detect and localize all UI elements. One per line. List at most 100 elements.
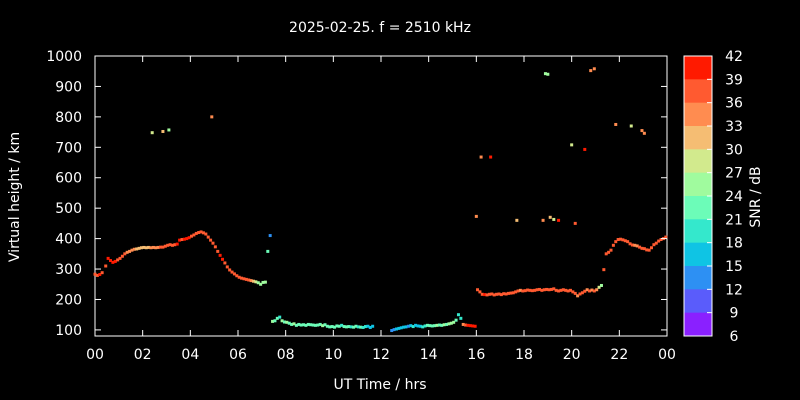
data-point <box>474 214 478 218</box>
data-point <box>371 324 375 328</box>
data-point <box>192 233 196 237</box>
data-point <box>173 243 177 247</box>
data-point <box>561 288 565 292</box>
data-point <box>530 289 534 293</box>
data-point <box>249 279 253 283</box>
data-point <box>167 128 171 132</box>
data-point <box>182 237 186 241</box>
data-point <box>540 288 544 292</box>
colorbar-tick-label: 21 <box>725 212 743 228</box>
data-point <box>478 290 482 294</box>
data-point <box>592 67 596 71</box>
data-point <box>168 243 172 247</box>
data-point <box>185 237 189 241</box>
data-point <box>240 276 244 280</box>
data-point <box>642 247 646 251</box>
data-point <box>464 323 468 327</box>
data-point <box>552 287 556 291</box>
data-point <box>570 143 574 147</box>
data-point <box>652 243 656 247</box>
data-point <box>607 250 611 254</box>
x-tick-label: 18 <box>515 347 533 363</box>
data-point <box>523 289 527 293</box>
data-point <box>595 288 599 292</box>
colorbar-band <box>684 149 712 174</box>
data-point <box>175 242 179 246</box>
data-point <box>664 235 668 239</box>
x-tick-label: 00 <box>86 347 104 363</box>
data-point <box>108 259 112 263</box>
colorbar-tick-label: 33 <box>725 119 743 135</box>
x-tick-label: 08 <box>277 347 295 363</box>
data-point <box>480 292 484 296</box>
data-point <box>440 323 444 327</box>
data-point <box>251 279 255 283</box>
data-point <box>590 288 594 292</box>
data-point <box>271 319 275 323</box>
data-point <box>609 248 613 252</box>
data-point <box>261 280 265 284</box>
data-point <box>404 325 408 329</box>
data-point <box>139 246 143 250</box>
data-point <box>583 147 587 151</box>
x-tick-label: 12 <box>372 347 390 363</box>
data-point <box>547 288 551 292</box>
data-point <box>497 292 501 296</box>
data-point <box>657 239 661 243</box>
data-point <box>364 325 368 329</box>
data-point <box>633 243 637 247</box>
data-point <box>268 234 272 238</box>
data-point <box>368 325 372 329</box>
data-point <box>504 292 508 296</box>
data-point <box>337 324 341 328</box>
data-point <box>416 324 420 328</box>
data-point <box>392 328 396 332</box>
data-point <box>435 323 439 327</box>
data-point <box>95 273 99 277</box>
data-point <box>626 240 630 244</box>
data-point <box>623 239 627 243</box>
data-point <box>514 290 518 294</box>
data-point <box>230 270 234 274</box>
data-point <box>235 274 239 278</box>
data-point <box>318 322 322 326</box>
data-point <box>147 245 151 249</box>
data-point <box>116 258 120 262</box>
data-point <box>642 131 646 135</box>
data-point <box>635 244 639 248</box>
data-point <box>564 288 568 292</box>
data-point <box>111 260 115 264</box>
x-tick-label: 02 <box>134 347 152 363</box>
data-point <box>602 268 606 272</box>
data-point <box>476 288 480 292</box>
data-point <box>583 289 587 293</box>
data-point <box>638 245 642 249</box>
data-point <box>515 218 519 222</box>
data-point <box>344 325 348 329</box>
colorbar-tick-label: 12 <box>725 282 743 298</box>
data-point <box>316 323 320 327</box>
data-point <box>242 277 246 281</box>
data-point <box>218 253 222 257</box>
data-point <box>313 323 317 327</box>
data-point <box>266 249 270 253</box>
data-point <box>325 324 329 328</box>
x-tick-label: 16 <box>467 347 485 363</box>
colorbar-label: SNR / dB <box>748 166 764 227</box>
data-point <box>585 288 589 292</box>
data-point <box>526 288 530 292</box>
data-point <box>411 325 415 329</box>
data-point <box>197 231 201 235</box>
data-point <box>390 329 394 333</box>
data-point <box>588 289 592 293</box>
y-tick-label: 500 <box>55 201 82 217</box>
data-point <box>640 246 644 250</box>
data-point <box>421 325 425 329</box>
x-tick-label: 22 <box>610 347 628 363</box>
data-point <box>425 323 429 327</box>
data-point <box>130 248 134 252</box>
data-point <box>194 231 198 235</box>
data-point <box>299 323 303 327</box>
data-point <box>206 235 210 239</box>
y-tick-label: 100 <box>55 323 82 339</box>
